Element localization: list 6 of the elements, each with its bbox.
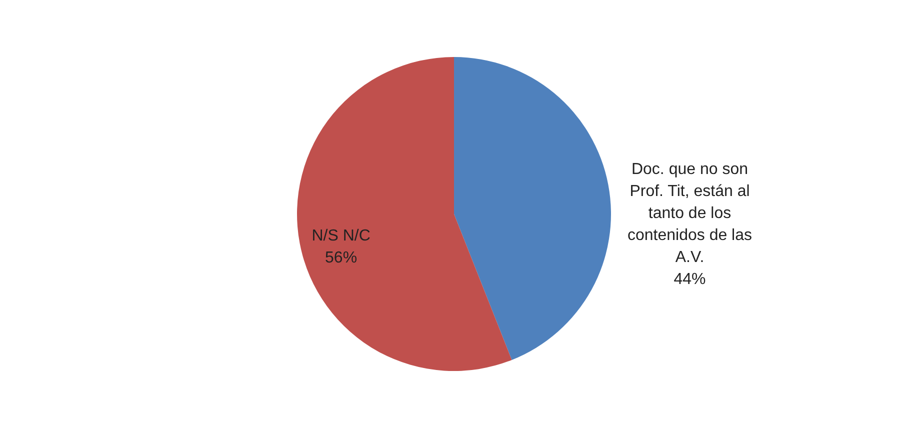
pie-slice [454,57,611,360]
pie-slice [297,57,512,371]
data-label: 56% [325,250,358,267]
slice-label: Doc. que no son Prof. Tit, están al tanto de los contenidos de las A.V. [627,161,752,266]
data-label: 44% [674,271,706,288]
slice-label: N/S N/C [312,228,370,245]
